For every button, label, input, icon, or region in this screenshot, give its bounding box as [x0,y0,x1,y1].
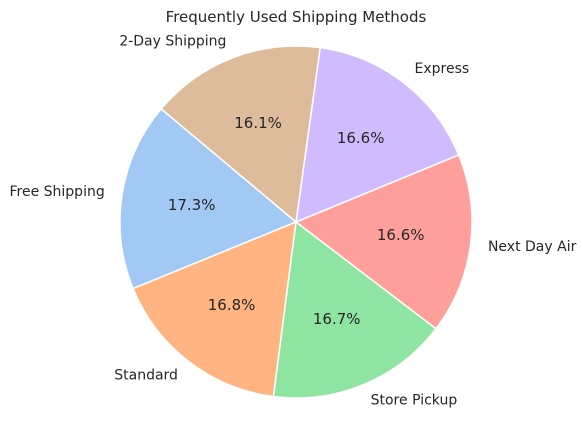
category-label-free-shipping: Free Shipping [9,184,104,200]
category-label-store-pickup: Store Pickup [371,393,458,409]
pie-slice-store-pickup [272,220,438,399]
category-label-standard: Standard [114,367,178,383]
pie-slice-next-day-air [294,153,473,330]
pie-slice-free-shipping [119,107,298,290]
pie-slices [119,45,473,399]
percent-label-standard: 16.8% [208,296,256,314]
pie-slice-standard [132,220,297,398]
pie-slice-express [295,46,460,224]
percent-label-free-shipping: 17.3% [168,196,216,214]
chart-title: Frequently Used Shipping Methods [166,8,427,26]
percent-label-express: 16.6% [337,129,385,147]
pie-labels: Free Shipping 17.3% Standard 16.8% Store Pic… [9,33,576,408]
percent-label-2-day-shipping: 16.1% [234,114,282,132]
category-label-next-day-air: Next Day Air [488,239,577,255]
category-label-2-day-shipping: 2-Day Shipping [119,33,226,49]
category-label-express: Express [415,61,470,77]
percent-label-next-day-air: 16.6% [377,226,425,244]
percent-label-store-pickup: 16.7% [313,310,361,328]
pie-slice-2-day-shipping [160,45,322,224]
